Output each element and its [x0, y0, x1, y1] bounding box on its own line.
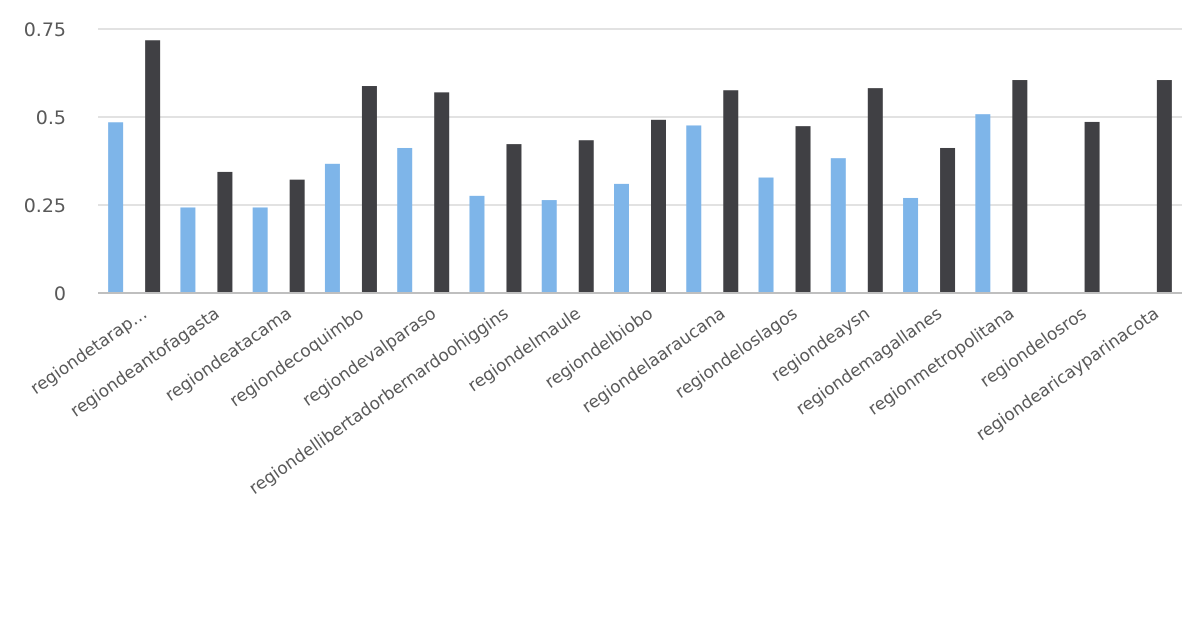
y-tick-label: 0.25: [24, 195, 66, 217]
bar: [506, 144, 522, 293]
bar: [108, 122, 124, 293]
bar: [723, 90, 739, 293]
bar: [903, 197, 919, 293]
axes: 0 0.25 0.5 0.75: [24, 19, 1182, 305]
category-label: regiondecoquimbo: [226, 304, 368, 411]
bar: [361, 86, 377, 293]
bar: [397, 147, 413, 293]
bar: [940, 147, 956, 293]
bar: [324, 163, 340, 293]
bar: [145, 40, 161, 293]
bar: [1156, 80, 1172, 293]
bar: [867, 88, 883, 293]
bar: [830, 158, 846, 293]
bars: [108, 40, 1172, 294]
gridlines: [98, 28, 1182, 206]
bar: [795, 126, 811, 293]
y-tick-label: 0.75: [24, 19, 66, 41]
category-label: regiondeatacama: [162, 304, 296, 406]
category-label: regiondetarap…: [27, 304, 151, 399]
y-tick-label: 0: [54, 283, 66, 305]
bar: [469, 195, 485, 293]
bar: [975, 114, 991, 294]
bar: [289, 179, 305, 293]
bar: [252, 207, 268, 293]
bar: [578, 140, 594, 293]
category-label: regiondellibertadorbernardoohiggins: [246, 304, 513, 499]
category-label: regiondeloslagos: [672, 304, 802, 403]
bar: [758, 177, 774, 293]
y-tick-label: 0.5: [36, 107, 66, 129]
bar: [1084, 121, 1100, 293]
bar: [614, 183, 629, 293]
bar: [541, 200, 557, 293]
bar: [180, 207, 196, 293]
bar: [1012, 80, 1028, 293]
bar: [686, 125, 702, 293]
category-labels: regiondetarap…regiondeantofagastaregiond…: [27, 304, 1163, 499]
bar: [434, 92, 450, 293]
bar: [651, 119, 666, 293]
bar: [217, 171, 233, 293]
